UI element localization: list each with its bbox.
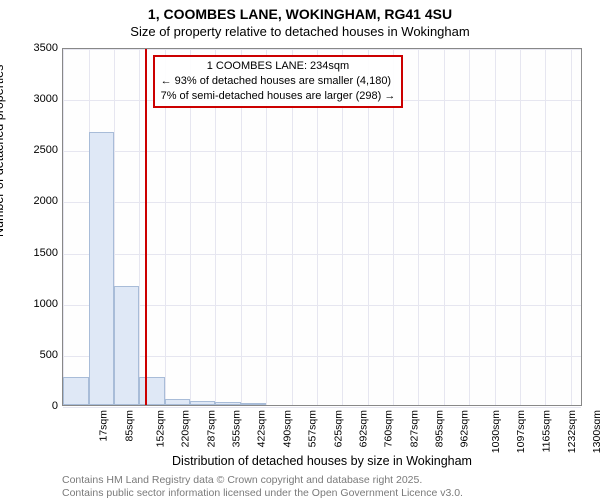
y-tick-label: 0	[10, 400, 58, 412]
x-tick-label: 827sqm	[408, 410, 420, 447]
gridline-v	[63, 49, 64, 405]
reference-line	[145, 49, 147, 405]
histogram-bar	[215, 402, 241, 405]
x-tick-label: 557sqm	[306, 410, 318, 447]
y-tick-label: 500	[10, 349, 58, 361]
gridline-h	[63, 305, 581, 306]
histogram-bar	[190, 401, 215, 405]
gridline-v	[520, 49, 521, 405]
histogram-bar	[114, 286, 140, 405]
footer-line-1: Contains HM Land Registry data © Crown c…	[62, 474, 422, 486]
gridline-v	[139, 49, 140, 405]
gridline-h	[63, 151, 581, 152]
annotation-line: ← 93% of detached houses are smaller (4,…	[161, 74, 396, 89]
x-tick-label: 355sqm	[230, 410, 242, 447]
x-tick-label: 287sqm	[205, 410, 217, 447]
chart-container: 1, COOMBES LANE, WOKINGHAM, RG41 4SU Siz…	[0, 0, 600, 500]
x-tick-label: 17sqm	[98, 410, 110, 442]
y-tick-label: 2000	[10, 195, 58, 207]
gridline-v	[495, 49, 496, 405]
histogram-bar	[63, 377, 89, 405]
gridline-h	[63, 49, 581, 50]
gridline-h	[63, 254, 581, 255]
gridline-h	[63, 356, 581, 357]
x-tick-label: 1300sqm	[592, 410, 600, 453]
x-tick-label: 1232sqm	[566, 410, 578, 453]
x-tick-label: 1165sqm	[540, 410, 552, 452]
histogram-bar	[165, 399, 191, 405]
x-tick-label: 220sqm	[180, 410, 192, 447]
chart-title-sub: Size of property relative to detached ho…	[0, 24, 600, 39]
y-tick-label: 3500	[10, 42, 58, 54]
x-tick-label: 625sqm	[332, 410, 344, 447]
y-tick-label: 1500	[10, 247, 58, 259]
x-tick-label: 760sqm	[383, 410, 395, 447]
x-tick-label: 152sqm	[154, 410, 166, 447]
gridline-h	[63, 202, 581, 203]
x-tick-label: 692sqm	[357, 410, 369, 447]
y-tick-label: 1000	[10, 298, 58, 310]
x-axis-label: Distribution of detached houses by size …	[62, 454, 582, 468]
histogram-bar	[89, 132, 114, 405]
x-tick-label: 1097sqm	[515, 410, 527, 453]
y-axis-label: Number of detached properties	[0, 65, 6, 237]
histogram-bar	[241, 403, 266, 405]
gridline-v	[469, 49, 470, 405]
x-tick-label: 895sqm	[433, 410, 445, 447]
x-tick-label: 85sqm	[123, 410, 135, 442]
gridline-v	[545, 49, 546, 405]
chart-title-main: 1, COOMBES LANE, WOKINGHAM, RG41 4SU	[0, 6, 600, 22]
gridline-v	[444, 49, 445, 405]
x-tick-label: 962sqm	[459, 410, 471, 447]
y-tick-label: 3000	[10, 93, 58, 105]
plot-area: 1 COOMBES LANE: 234sqm← 93% of detached …	[62, 48, 582, 406]
annotation-box: 1 COOMBES LANE: 234sqm← 93% of detached …	[153, 55, 404, 108]
gridline-v	[571, 49, 572, 405]
gridline-v	[418, 49, 419, 405]
y-tick-label: 2500	[10, 144, 58, 156]
annotation-line: 7% of semi-detached houses are larger (2…	[161, 89, 396, 104]
x-tick-label: 1030sqm	[490, 410, 502, 453]
footer-line-2: Contains public sector information licen…	[62, 487, 463, 499]
x-tick-label: 490sqm	[281, 410, 293, 447]
x-tick-label: 422sqm	[256, 410, 268, 447]
annotation-line: 1 COOMBES LANE: 234sqm	[161, 59, 396, 74]
gridline-h	[63, 407, 581, 408]
histogram-bar	[139, 377, 164, 405]
